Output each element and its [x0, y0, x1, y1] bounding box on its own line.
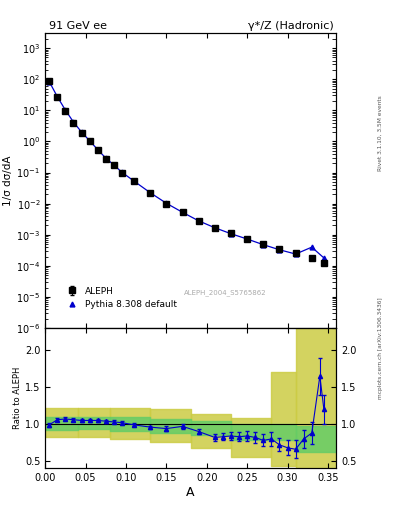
Pythia 8.308 default	[321, 255, 326, 261]
Line: Pythia 8.308 default: Pythia 8.308 default	[47, 79, 326, 261]
Pythia 8.308 default	[132, 178, 136, 184]
Text: 91 GeV ee: 91 GeV ee	[49, 20, 107, 31]
Pythia 8.308 default	[47, 78, 51, 84]
Pythia 8.308 default	[277, 247, 282, 253]
Text: ALEPH_2004_S5765862: ALEPH_2004_S5765862	[184, 289, 267, 296]
Pythia 8.308 default	[71, 119, 76, 125]
Pythia 8.308 default	[87, 138, 92, 144]
Pythia 8.308 default	[164, 200, 169, 206]
Pythia 8.308 default	[148, 189, 152, 196]
Pythia 8.308 default	[119, 169, 124, 175]
Text: Rivet 3.1.10, 3.5M events: Rivet 3.1.10, 3.5M events	[378, 95, 383, 171]
Pythia 8.308 default	[293, 251, 298, 257]
Pythia 8.308 default	[261, 242, 266, 248]
Pythia 8.308 default	[196, 218, 201, 224]
Pythia 8.308 default	[79, 129, 84, 135]
Y-axis label: Ratio to ALEPH: Ratio to ALEPH	[13, 367, 22, 430]
Pythia 8.308 default	[63, 107, 68, 113]
Pythia 8.308 default	[103, 155, 108, 161]
Pythia 8.308 default	[213, 225, 217, 231]
Pythia 8.308 default	[112, 162, 116, 168]
Legend: ALEPH, Pythia 8.308 default: ALEPH, Pythia 8.308 default	[61, 284, 180, 312]
Pythia 8.308 default	[180, 209, 185, 216]
Pythia 8.308 default	[55, 94, 60, 100]
Pythia 8.308 default	[309, 244, 314, 250]
Y-axis label: 1/σ dσ/dA: 1/σ dσ/dA	[4, 156, 13, 206]
Pythia 8.308 default	[95, 146, 100, 153]
Text: mcplots.cern.ch [arXiv:1306.3436]: mcplots.cern.ch [arXiv:1306.3436]	[378, 297, 383, 399]
Pythia 8.308 default	[229, 231, 233, 237]
Pythia 8.308 default	[245, 236, 250, 242]
X-axis label: A: A	[186, 486, 195, 499]
Text: γ*/Z (Hadronic): γ*/Z (Hadronic)	[248, 20, 334, 31]
